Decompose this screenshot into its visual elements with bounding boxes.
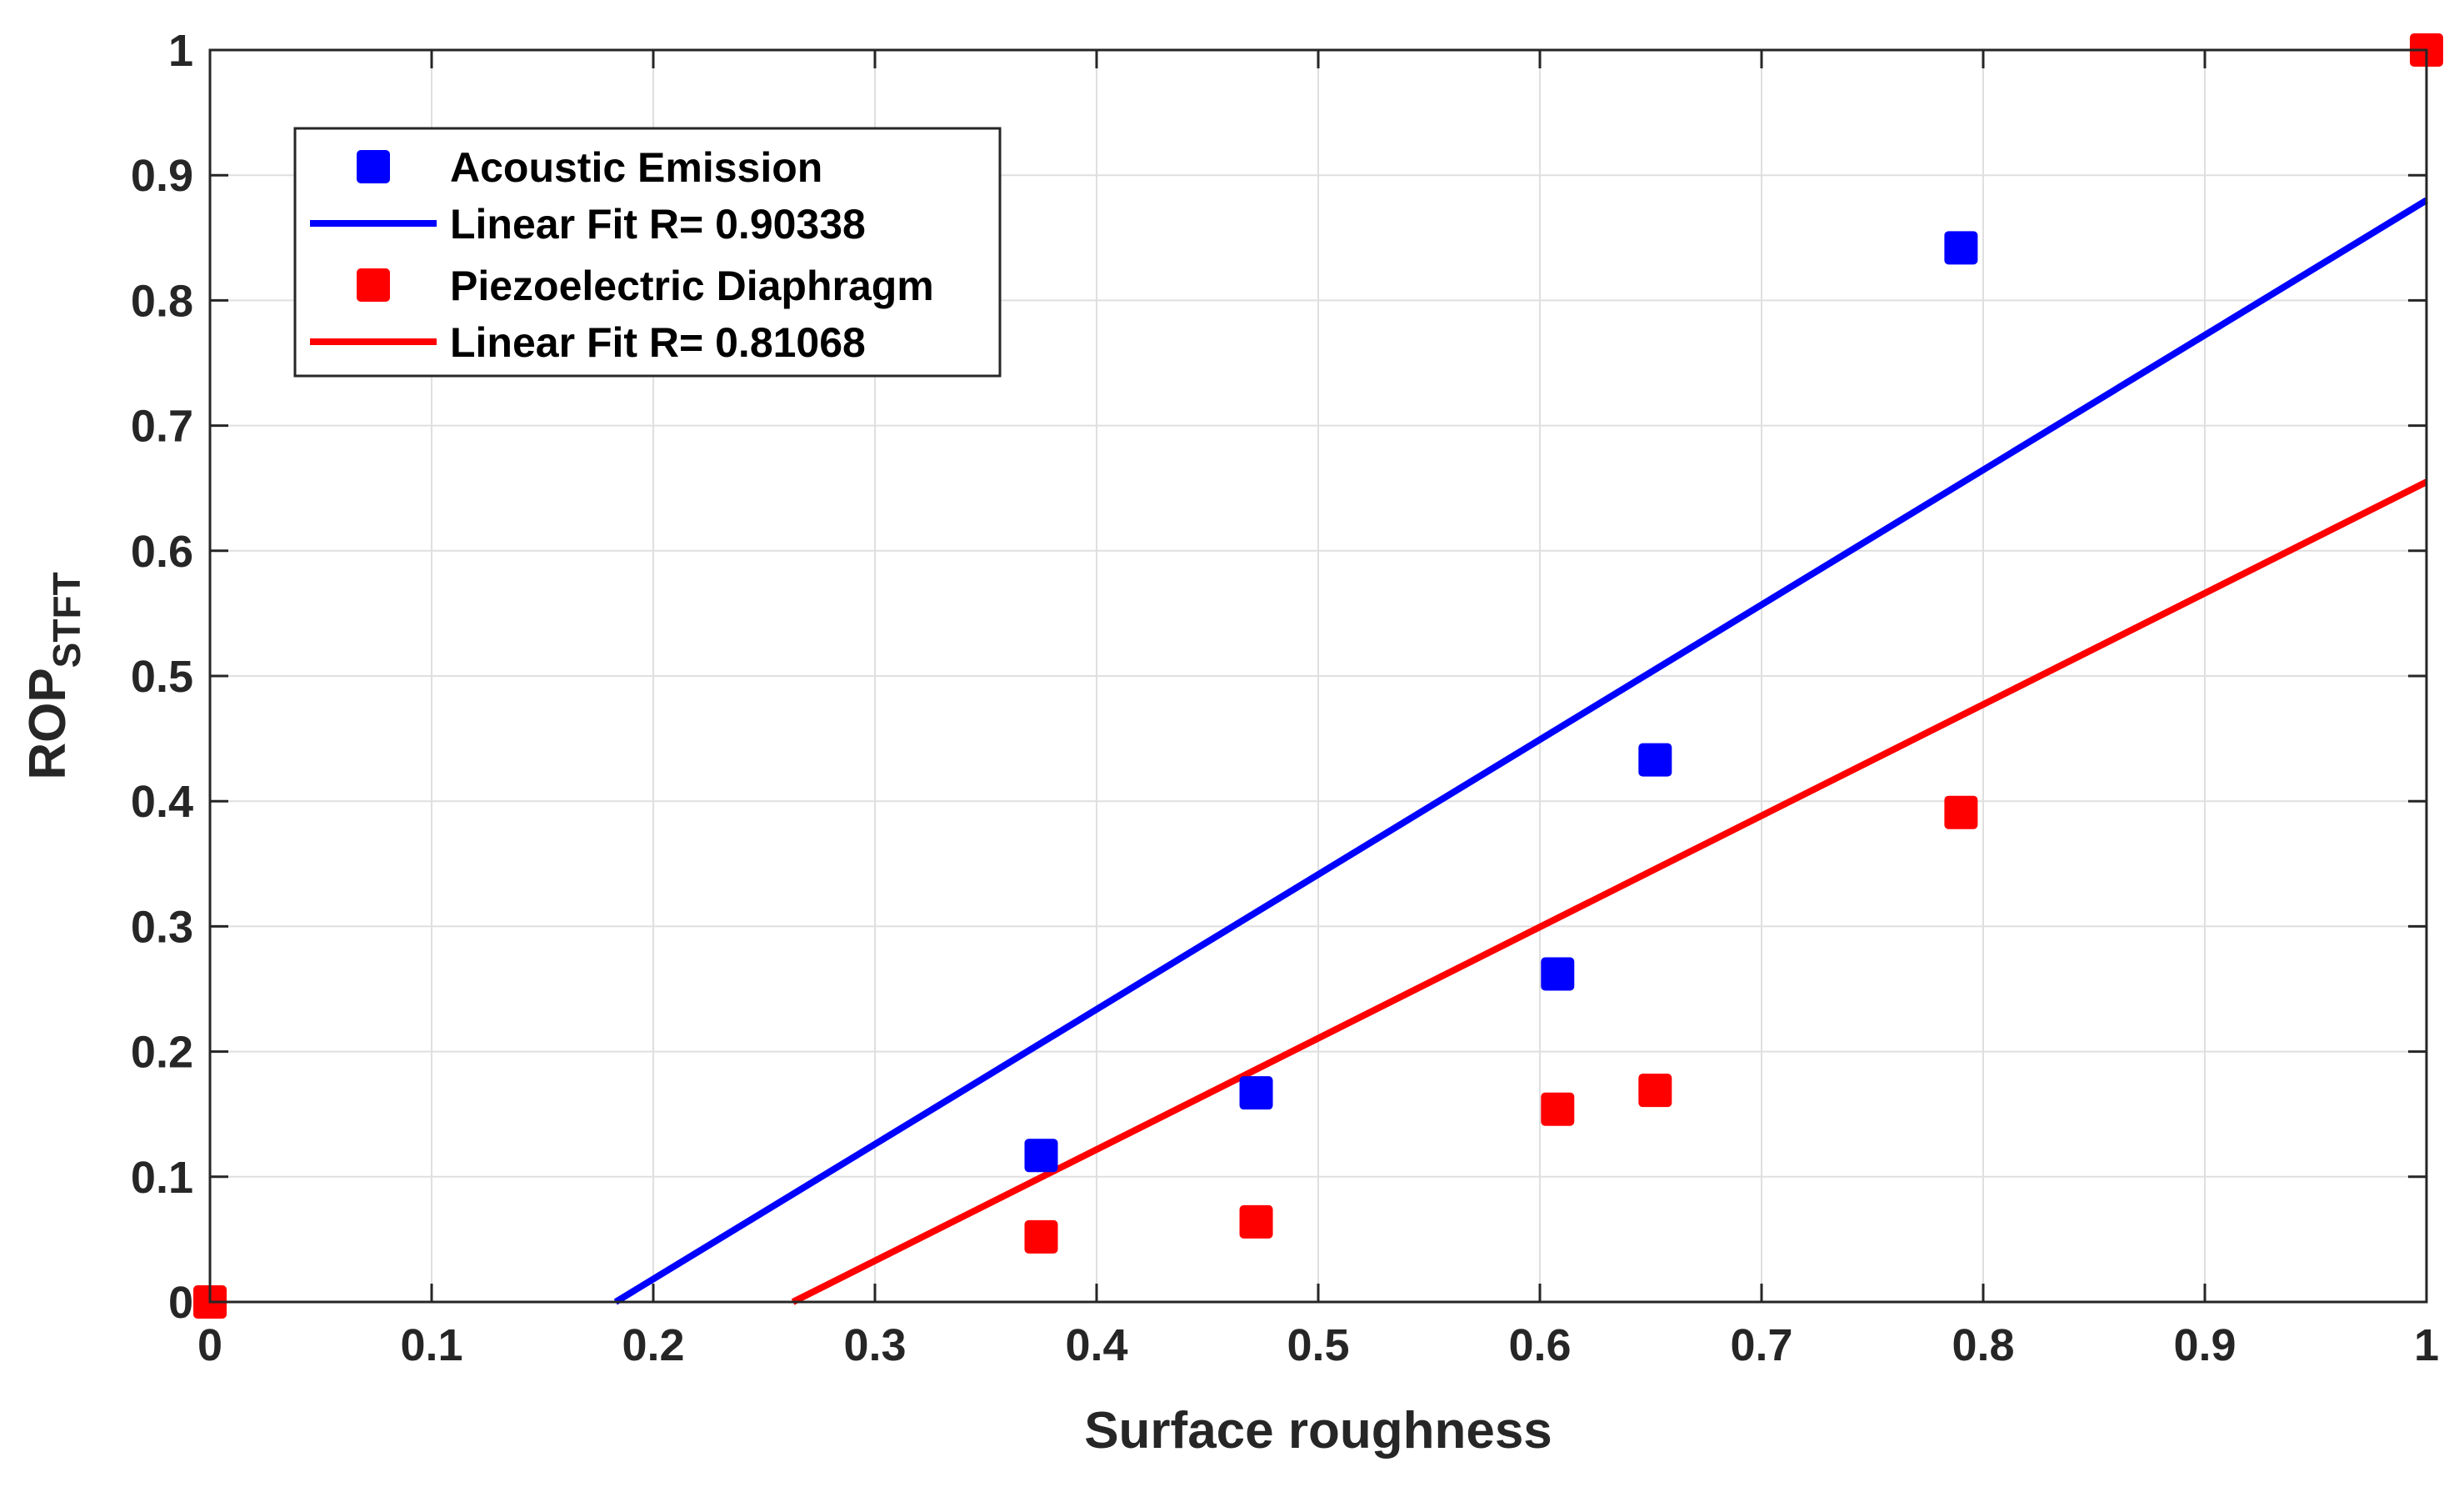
x-tick-label: 0 <box>197 1320 222 1370</box>
y-axis-title-main: ROP <box>19 668 77 779</box>
y-tick-label: 0.6 <box>131 527 193 577</box>
x-tick-label: 0.1 <box>400 1320 462 1370</box>
y-tick-label: 0.3 <box>131 902 193 952</box>
series-layer <box>193 33 2443 1319</box>
x-tick-label: 1 <box>2414 1320 2439 1370</box>
y-tick-label: 0.4 <box>131 777 193 827</box>
y-axis-ticks: 0 0.1 0.2 0.3 0.4 0.5 0.6 0.7 0.8 0.9 1 <box>131 26 2427 1328</box>
legend-label: Linear Fit R= 0.90338 <box>450 201 866 248</box>
x-tick-label: 0.8 <box>1952 1320 2014 1370</box>
y-tick-label: 0.7 <box>131 402 193 452</box>
y-axis-title-subscript: STFT <box>45 572 88 668</box>
fit-line <box>613 197 2429 1305</box>
fit-line <box>791 478 2428 1305</box>
x-tick-label: 0.4 <box>1065 1320 1127 1370</box>
y-tick-label: 0 <box>168 1278 193 1328</box>
y-tick-label: 0.2 <box>131 1028 193 1078</box>
x-tick-label: 0.3 <box>843 1320 906 1370</box>
x-tick-label: 0.5 <box>1287 1320 1349 1370</box>
legend-label: Linear Fit R= 0.81068 <box>450 319 866 366</box>
data-point <box>1541 1092 1575 1126</box>
x-tick-label: 0.9 <box>2173 1320 2236 1370</box>
y-tick-label: 0.5 <box>131 652 193 702</box>
x-axis-ticks: 0 0.1 0.2 0.3 0.4 0.5 0.6 0.7 0.8 0.9 1 <box>197 50 2439 1370</box>
data-point <box>1638 1074 1672 1108</box>
x-tick-label: 0.6 <box>1508 1320 1571 1370</box>
data-point <box>1024 1219 1058 1254</box>
data-point <box>1944 795 1978 829</box>
x-axis-title: Surface roughness <box>1084 1402 1552 1459</box>
data-point <box>1239 1076 1273 1110</box>
legend-marker <box>357 268 390 302</box>
legend-label: Piezoelectric Diaphragm <box>450 263 934 309</box>
y-tick-label: 0.1 <box>131 1153 193 1203</box>
data-point <box>1944 231 1978 265</box>
data-point <box>1239 1204 1273 1239</box>
x-tick-label: 0.2 <box>622 1320 684 1370</box>
legend-box <box>293 127 1002 378</box>
data-point <box>1541 957 1575 991</box>
legend: Acoustic Emission Linear Fit R= 0.90338 Pi… <box>293 127 1002 378</box>
legend-label: Acoustic Emission <box>450 144 822 191</box>
legend-marker <box>357 150 390 183</box>
y-axis-title: ROPSTFT <box>19 572 88 779</box>
y-tick-label: 0.9 <box>131 151 193 201</box>
y-tick-label: 0.8 <box>131 276 193 326</box>
y-tick-label: 1 <box>168 26 193 76</box>
data-point <box>1024 1139 1058 1173</box>
x-tick-label: 0.7 <box>1730 1320 1792 1370</box>
data-point <box>1638 743 1672 777</box>
